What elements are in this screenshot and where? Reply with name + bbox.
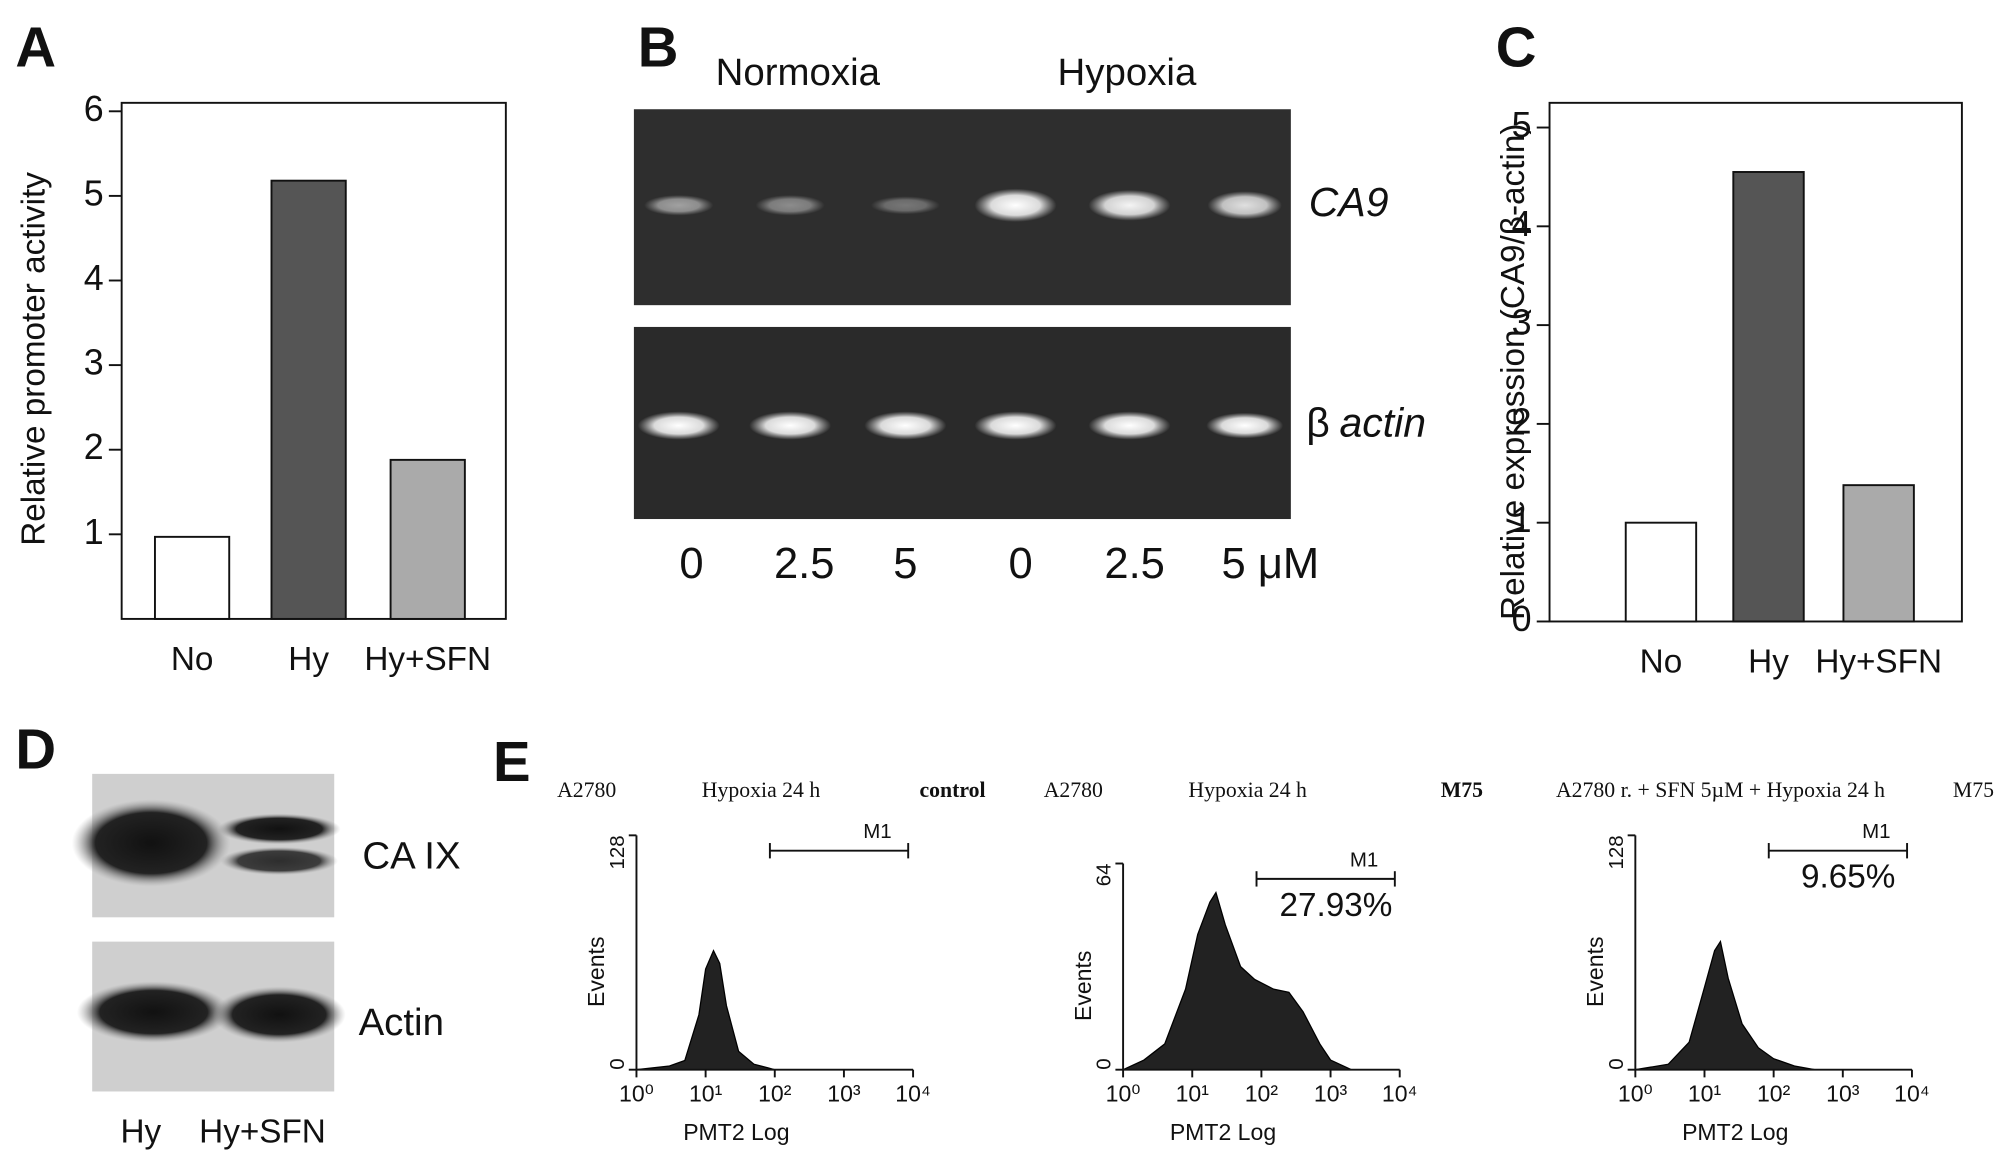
panel-header: M75 <box>1953 778 1994 802</box>
bar <box>153 535 231 620</box>
panel-header: A2780 r. + SFN 5µM + Hypoxia 24 h <box>1556 778 1885 802</box>
gel <box>633 326 1291 520</box>
y-axis-label: Events <box>1582 936 1608 1006</box>
bar <box>1842 484 1915 623</box>
y-tick-label: 5 <box>84 173 104 213</box>
y-tick-label: 0 <box>606 1058 629 1069</box>
panel-header: Hypoxia 24 h <box>702 778 821 802</box>
x-tick-label: 10³ <box>827 1080 861 1106</box>
panel-header: M75 <box>1441 778 1483 802</box>
x-tick-label: 10¹ <box>1176 1080 1210 1106</box>
y-tick-label: 64 <box>1093 864 1116 887</box>
gate-label: M1 <box>1862 820 1890 843</box>
bar <box>389 458 466 620</box>
y-tick-label: 0 <box>1605 1058 1628 1069</box>
lane-label: 5 μM <box>1222 540 1320 588</box>
x-tick-label: 10⁰ <box>1106 1080 1141 1106</box>
gene-label: β <box>1306 399 1330 445</box>
blot-bands <box>71 799 346 1043</box>
gel <box>633 109 1291 306</box>
y-tick-label: 3 <box>84 343 104 383</box>
panel-label: B <box>638 15 679 78</box>
lane-label: 5 <box>893 540 917 588</box>
lane-label: Hy+SFN <box>199 1114 326 1151</box>
y-tick-label: 128 <box>606 835 629 869</box>
gene-label: CA9 <box>1309 179 1389 225</box>
y-tick-label: 4 <box>84 258 104 298</box>
lane-label: Hy <box>121 1114 162 1151</box>
x-tick-label: 10⁴ <box>1894 1080 1930 1106</box>
y-tick-label: 3 <box>1512 303 1532 343</box>
bar <box>270 179 347 620</box>
histogram-area <box>1635 939 1816 1071</box>
panel-header: control <box>919 778 985 802</box>
lane-label: 0 <box>1009 540 1033 588</box>
lane-label: 2.5 <box>1104 540 1165 588</box>
y-tick-label: 2 <box>84 427 104 467</box>
y-tick-label: 5 <box>1512 105 1532 145</box>
panel-label: A <box>15 15 56 78</box>
gene-label: actin <box>1340 399 1427 445</box>
x-axis-label: PMT2 Log <box>1170 1119 1276 1145</box>
x-tick-label: Hy+SFN <box>1815 644 1942 681</box>
x-tick-label: Hy <box>288 641 329 678</box>
y-tick-label: 128 <box>1605 835 1628 869</box>
x-tick-label: 10² <box>1757 1080 1791 1106</box>
gate-percent: 27.93% <box>1279 887 1392 924</box>
group-label: Normoxia <box>716 51 881 94</box>
x-tick-label: No <box>171 641 214 678</box>
y-tick-label: 1 <box>84 512 104 552</box>
group-label: Hypoxia <box>1058 51 1197 94</box>
y-tick-label: 2 <box>1512 401 1532 441</box>
y-axis-label: Events <box>583 936 609 1006</box>
x-tick-label: 10¹ <box>689 1080 723 1106</box>
x-tick-label: 10⁴ <box>1382 1080 1418 1106</box>
gate-label: M1 <box>863 820 891 843</box>
y-tick-label: 0 <box>1512 599 1532 639</box>
y-tick-label: 0 <box>1093 1058 1116 1069</box>
bar <box>1732 171 1805 623</box>
x-tick-label: Hy <box>1748 644 1789 681</box>
y-tick-label: 4 <box>1512 204 1532 244</box>
y-tick-label: 1 <box>1512 500 1532 540</box>
blot-label: CA IX <box>362 835 460 878</box>
x-tick-label: 10⁰ <box>619 1080 654 1106</box>
gate-label: M1 <box>1350 848 1378 871</box>
x-tick-label: 10² <box>1245 1080 1279 1106</box>
histogram-area <box>1122 890 1352 1071</box>
panel-label: C <box>1496 15 1537 78</box>
y-axis-label: Relative expression (CA9/β-actin) <box>1495 124 1532 620</box>
x-tick-label: 10² <box>758 1080 792 1106</box>
x-tick-label: 10¹ <box>1688 1080 1722 1106</box>
gate-percent: 9.65% <box>1801 859 1895 896</box>
y-axis-label: Relative promoter activity <box>16 172 53 546</box>
panel-header: A2780 <box>1044 778 1103 802</box>
panel-label: E <box>493 730 531 793</box>
x-tick-label: 10⁴ <box>895 1080 931 1106</box>
x-tick-label: 10³ <box>1314 1080 1348 1106</box>
x-tick-label: No <box>1640 644 1683 681</box>
x-tick-label: Hy+SFN <box>364 641 491 678</box>
bar <box>1624 521 1698 623</box>
histogram-area <box>636 949 775 1071</box>
gel-bands <box>637 188 1284 440</box>
y-tick-label: 6 <box>84 89 104 129</box>
x-tick-label: 10⁰ <box>1618 1080 1653 1106</box>
panel-header: Hypoxia 24 h <box>1188 778 1307 802</box>
panel-label: D <box>15 717 56 780</box>
x-tick-label: 10³ <box>1826 1080 1860 1106</box>
lane-label: 0 <box>679 540 703 588</box>
x-axis-label: PMT2 Log <box>683 1119 789 1145</box>
panel-header: A2780 <box>557 778 616 802</box>
y-axis-label: Events <box>1070 951 1096 1021</box>
x-axis-label: PMT2 Log <box>1682 1119 1788 1145</box>
blot-label: Actin <box>359 1001 444 1044</box>
lane-label: 2.5 <box>774 540 835 588</box>
